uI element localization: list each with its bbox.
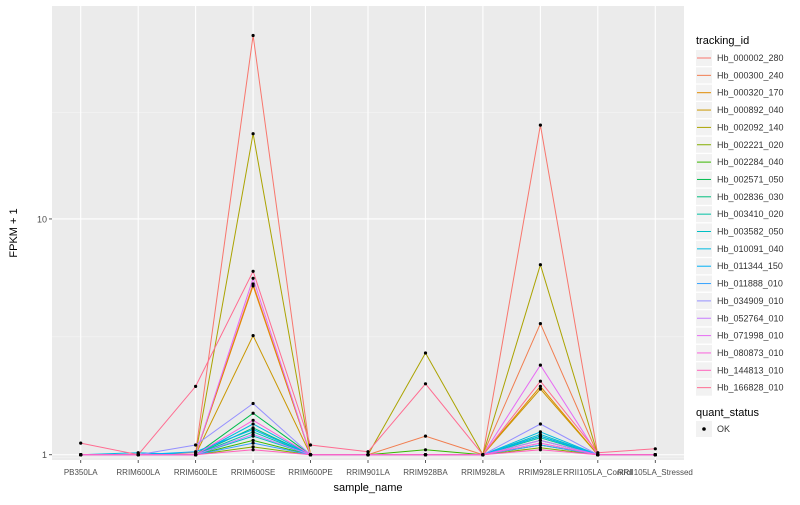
quant-legend-point — [702, 427, 706, 431]
x-tick-label: PB350LA — [64, 468, 98, 477]
legend-label: Hb_011888_010 — [717, 279, 783, 289]
x-tick-label: RRIM600LA — [116, 468, 160, 477]
y-axis: 1 10 — [37, 214, 52, 460]
data-point — [251, 448, 255, 452]
legend-label: Hb_002571_050 — [717, 174, 784, 184]
x-tick-label: RRIM600SE — [231, 468, 275, 477]
data-point — [194, 443, 198, 447]
data-point — [308, 453, 313, 457]
data-point — [251, 334, 255, 338]
legend-label: Hb_080873_010 — [717, 348, 784, 358]
grid-lines — [52, 6, 684, 460]
legend-label: Hb_071998_010 — [717, 331, 784, 341]
x-tick-label: RRII105LA_Stressed — [618, 468, 693, 477]
legend-label: Hb_002092_140 — [717, 122, 784, 132]
quant-status-label-ok: OK — [717, 424, 730, 434]
data-point — [481, 453, 485, 457]
data-point — [251, 430, 255, 434]
data-point — [538, 387, 543, 391]
x-axis: PB350LA RRIM600LA RRIM600LE RRIM600SE RRIM60… — [64, 460, 693, 477]
legend-title: tracking_id — [696, 35, 749, 47]
data-point — [596, 451, 600, 455]
data-point — [653, 453, 657, 457]
legend-label: Hb_144813_010 — [717, 365, 784, 375]
data-point — [251, 401, 255, 406]
data-point — [538, 438, 543, 442]
legend-label: Hb_000300_240 — [717, 70, 784, 80]
data-point — [194, 453, 198, 457]
x-tick-label: RRIM901LA — [346, 468, 390, 477]
data-point — [653, 447, 657, 451]
data-point — [136, 453, 140, 457]
x-tick-label: RRIM928BA — [403, 468, 448, 477]
data-point — [251, 411, 255, 415]
data-point — [538, 123, 543, 127]
data-point — [251, 445, 255, 449]
data-point — [538, 379, 543, 383]
x-tick-label: RRIM600LE — [174, 468, 218, 477]
data-point — [194, 384, 198, 388]
data-point — [251, 276, 255, 280]
legend-label: Hb_000320_170 — [717, 88, 784, 98]
legend-label: Hb_034909_010 — [717, 296, 784, 306]
data-point — [308, 443, 313, 447]
data-point — [538, 363, 543, 367]
x-tick-label: RRII105LA_Control — [563, 468, 633, 477]
legend-label: Hb_166828_010 — [717, 383, 784, 393]
data-point — [538, 422, 543, 426]
y-axis-label: FPKM + 1 — [8, 208, 20, 257]
data-point — [366, 450, 370, 454]
x-tick-label: RRIM600PE — [288, 468, 332, 477]
legend-items: Hb_000002_280 Hb_000300_240 Hb_000320_170 H… — [696, 50, 784, 396]
data-point — [423, 382, 428, 386]
data-point — [251, 438, 255, 442]
data-point — [538, 434, 543, 438]
x-axis-label: sample_name — [333, 482, 402, 494]
x-tick-label: RRIM928LA — [461, 468, 505, 477]
data-point — [251, 33, 255, 38]
legend-label: Hb_052764_010 — [717, 313, 784, 323]
x-tick-label: RRIM928LE — [519, 468, 563, 477]
data-point — [194, 450, 198, 454]
data-point — [251, 269, 255, 273]
legend-label: Hb_002284_040 — [717, 157, 784, 167]
data-point — [79, 441, 83, 445]
data-point — [251, 432, 255, 436]
data-points — [79, 33, 657, 457]
data-point — [423, 448, 428, 452]
data-point — [538, 448, 543, 452]
data-point — [538, 441, 543, 445]
data-point — [251, 441, 255, 445]
y-tick-label: 10 — [37, 214, 47, 224]
y-tick-label: 1 — [42, 450, 47, 460]
data-point — [538, 322, 543, 326]
data-point — [423, 351, 428, 355]
legend-label: Hb_002221_020 — [717, 140, 784, 150]
data-point — [423, 434, 428, 438]
legend-label: Hb_003582_050 — [717, 227, 784, 237]
data-point — [79, 453, 83, 457]
legend: tracking_id Hb_000002_280Hb_000300_240Hb… — [696, 35, 784, 437]
data-point — [251, 427, 255, 432]
data-point — [251, 132, 255, 136]
legend-label: Hb_011344_150 — [717, 261, 783, 271]
data-point — [538, 430, 543, 434]
data-point — [423, 453, 428, 457]
data-point — [251, 418, 255, 422]
legend-label: Hb_000892_040 — [717, 105, 784, 115]
legend-label: Hb_010091_040 — [717, 244, 784, 254]
data-point — [538, 384, 543, 388]
quant-status-legend-title: quant_status — [696, 407, 759, 419]
data-point — [538, 263, 543, 267]
legend-label: Hb_003410_020 — [717, 209, 784, 219]
data-point — [251, 422, 255, 426]
legend-label: Hb_000002_280 — [717, 53, 784, 63]
legend-label: Hb_002836_030 — [717, 192, 784, 202]
data-point — [366, 453, 370, 457]
data-point — [251, 284, 255, 288]
